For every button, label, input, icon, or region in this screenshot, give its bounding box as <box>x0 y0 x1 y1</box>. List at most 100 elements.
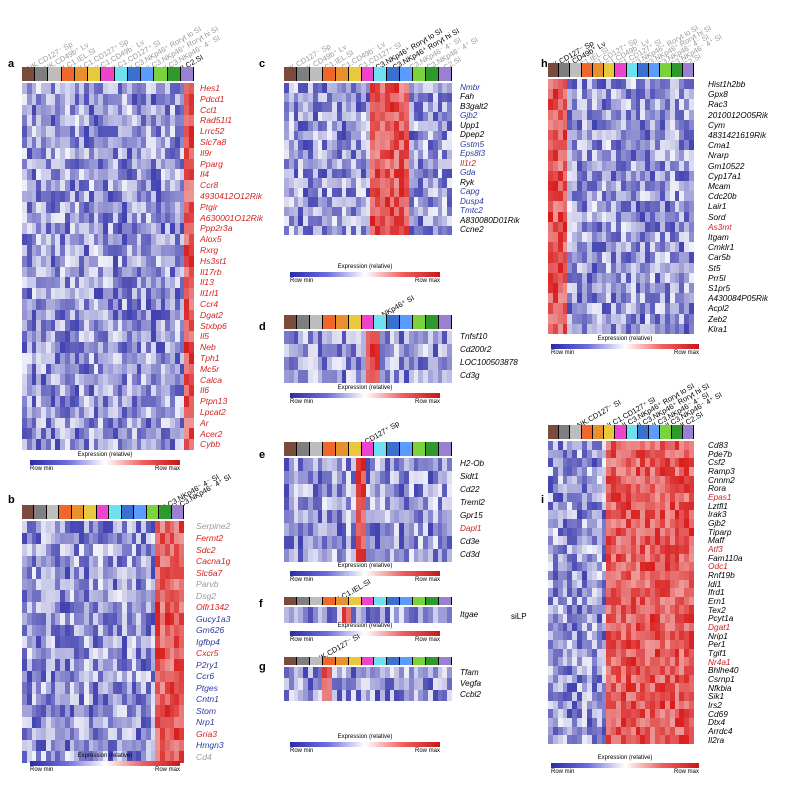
group-swatch <box>141 67 155 81</box>
heatmap-cell <box>548 666 553 675</box>
heatmap-cell <box>98 417 104 429</box>
heatmap-cell <box>423 216 428 226</box>
heatmap-cell <box>88 244 94 256</box>
gene-label: Parvb <box>196 579 219 590</box>
heatmap-cell <box>548 79 553 90</box>
group-swatch <box>570 425 582 439</box>
heatmap-cell <box>312 130 318 140</box>
heatmap-cell <box>146 83 151 94</box>
heatmap-cell <box>370 206 376 216</box>
heatmap-cell <box>50 201 56 213</box>
heatmap-cell <box>36 659 42 671</box>
heatmap-cell <box>591 553 597 563</box>
heatmap-cell <box>288 536 294 549</box>
heatmap-cell <box>303 370 308 383</box>
heatmap-cell <box>645 201 651 212</box>
heatmap-cell <box>640 109 646 120</box>
heatmap-cell <box>131 126 137 137</box>
heatmap-cell <box>74 212 80 224</box>
heatmap-cell <box>103 352 108 364</box>
heatmap-cell <box>645 252 651 263</box>
heatmap-cell <box>174 277 180 289</box>
heatmap-cell <box>630 562 636 571</box>
heatmap-cell <box>625 170 631 181</box>
heatmap-cell <box>601 579 607 589</box>
heatmap-cell <box>645 79 651 90</box>
heatmap-cell <box>174 223 180 235</box>
heatmap-cell <box>664 221 670 232</box>
group-swatch <box>548 425 560 439</box>
heatmap-cell <box>640 119 646 130</box>
heatmap-cell <box>669 622 675 632</box>
heatmap-cell <box>616 492 621 502</box>
group-swatch <box>48 67 62 81</box>
heatmap-cell <box>64 234 70 245</box>
heatmap-cell <box>548 313 553 324</box>
group-swatch <box>59 505 72 519</box>
heatmap-cell <box>127 169 132 181</box>
heatmap-cell <box>591 99 597 110</box>
heatmap-cell <box>625 475 631 485</box>
group-swatch <box>109 505 122 519</box>
heatmap-cell <box>103 288 108 299</box>
heatmap-cell <box>84 352 89 364</box>
heatmap-cell <box>586 79 592 90</box>
heatmap-cell <box>26 266 32 278</box>
heatmap-cell <box>184 212 190 224</box>
heatmap-cell <box>655 510 660 519</box>
heatmap-cell <box>22 309 27 321</box>
legend-min: Row min <box>30 466 54 472</box>
heatmap-cell <box>64 578 70 591</box>
heatmap-cell <box>577 221 583 232</box>
heatmap-cell <box>179 288 185 299</box>
gene-label: Il6 <box>200 385 210 396</box>
heatmap-cell <box>79 363 85 375</box>
heatmap-cell <box>552 252 558 263</box>
heatmap-cell <box>146 320 151 332</box>
heatmap-cell <box>317 130 323 140</box>
gene-label: Lrrc52 <box>200 126 225 137</box>
heatmap-cell <box>60 93 65 105</box>
heatmap-cell <box>93 212 99 224</box>
heatmap-cell <box>31 83 37 94</box>
heatmap-cell <box>577 272 583 283</box>
gene-label: Itgam <box>708 231 729 242</box>
heatmap-cell <box>169 670 175 683</box>
heatmap-cell <box>126 521 132 533</box>
heatmap-cell <box>640 666 646 675</box>
heatmap-cell <box>98 613 103 625</box>
heatmap-cell <box>131 647 137 660</box>
heatmap-cell <box>621 666 626 675</box>
heatmap-cell <box>341 178 347 188</box>
heatmap-cell <box>174 670 180 683</box>
heatmap-cell <box>346 121 352 131</box>
heatmap-cell <box>107 439 113 450</box>
heatmap-cell <box>332 168 337 178</box>
heatmap-cell <box>41 555 46 568</box>
heatmap-cell <box>174 331 180 343</box>
heatmap-cell <box>341 549 347 562</box>
heatmap-cell <box>674 570 680 580</box>
heatmap-cell <box>689 313 694 324</box>
heatmap-cell <box>293 225 299 235</box>
heatmap-cell <box>548 231 553 243</box>
heatmap-cell <box>562 475 568 485</box>
heatmap-cell <box>55 578 61 591</box>
heatmap-cell <box>557 282 563 294</box>
heatmap-cell <box>650 441 656 450</box>
heatmap-cell <box>55 705 61 717</box>
heatmap-cell <box>64 728 70 740</box>
heatmap-cell <box>298 140 304 150</box>
heatmap-cell <box>189 201 194 213</box>
heatmap-cell <box>567 262 573 273</box>
heatmap-cell <box>408 357 414 370</box>
heatmap-cell <box>380 197 385 207</box>
heatmap-cell <box>317 607 323 623</box>
heatmap-cell <box>64 647 70 660</box>
heatmap-cell <box>88 521 94 533</box>
heatmap-cell <box>31 190 37 202</box>
heatmap-cell <box>103 93 108 105</box>
heatmap-cell <box>112 439 118 450</box>
group-swatch <box>426 442 440 456</box>
heatmap-cell <box>394 159 400 169</box>
